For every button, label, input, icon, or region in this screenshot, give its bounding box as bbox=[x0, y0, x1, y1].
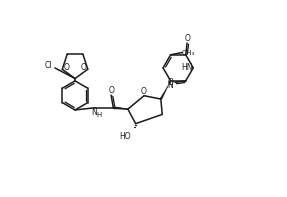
Text: H: H bbox=[96, 112, 101, 118]
Text: O: O bbox=[184, 34, 190, 43]
Polygon shape bbox=[160, 84, 169, 99]
Text: N: N bbox=[92, 108, 98, 117]
Text: HN: HN bbox=[181, 63, 193, 72]
Text: O: O bbox=[141, 87, 147, 96]
Text: O: O bbox=[168, 78, 174, 87]
Text: N: N bbox=[167, 81, 173, 90]
Text: O: O bbox=[64, 63, 70, 72]
Text: O: O bbox=[80, 63, 86, 72]
Text: CH₃: CH₃ bbox=[182, 49, 195, 56]
Text: Cl: Cl bbox=[44, 61, 52, 70]
Text: O: O bbox=[108, 86, 114, 95]
Text: HO: HO bbox=[119, 132, 131, 141]
Polygon shape bbox=[113, 106, 128, 109]
